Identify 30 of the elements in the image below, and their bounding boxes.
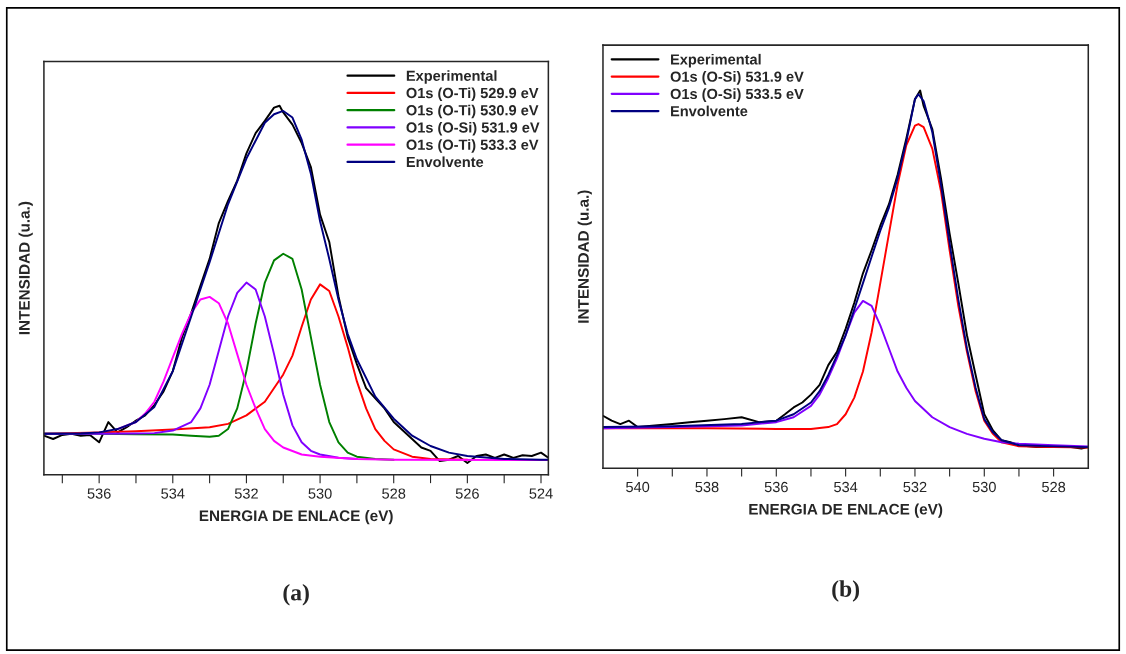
x-tick-label: 540 — [626, 481, 650, 493]
legend-label: O1s (O-Ti) 533.3 eV — [406, 139, 539, 153]
legend-label: O1s (O-Ti) 529.9 eV — [406, 87, 539, 102]
x-tick-label: 530 — [308, 488, 332, 499]
x-tick-label: 530 — [972, 481, 996, 493]
y-axis-title: INTENSIDAD (u.a.) — [577, 190, 592, 323]
x-tick-label: 524 — [529, 488, 553, 499]
legend-label: O1s (O-Si) 533.5 eV — [670, 88, 804, 102]
legend-label: O1s (O-Si) 531.9 eV — [406, 121, 540, 136]
x-tick-label: 536 — [764, 481, 788, 493]
legend-label: Experimental — [671, 53, 761, 68]
x-tick-label: 534 — [161, 488, 185, 499]
x-tick-label: 532 — [234, 488, 258, 499]
text: (b) — [832, 580, 860, 602]
legend-label: O1s (O-Ti) 530.9 eV — [406, 104, 539, 119]
x-tick-label: 536 — [87, 488, 111, 499]
legend-label: Experimental — [406, 70, 497, 84]
x-axis-title: ENERGIA DE ENLACE (eV) — [749, 503, 943, 518]
legend-label: Envolvente — [406, 156, 484, 168]
y-axis-title: INTENSIDAD (u.a.) — [18, 201, 33, 335]
x-tick-label: 528 — [1042, 481, 1066, 493]
legend-label: Envolvente — [671, 105, 748, 117]
x-tick-label: 538 — [695, 481, 719, 493]
x-axis-title: ENERGIA DE ENLACE (eV) — [199, 509, 393, 525]
x-tick-label: 526 — [455, 488, 479, 499]
x-tick-label: 534 — [834, 481, 858, 493]
x-tick-label: 532 — [903, 481, 927, 493]
text: (a) — [283, 583, 309, 606]
x-tick-label: 528 — [382, 488, 406, 499]
legend-label: O1s (O-Si) 531.9 eV — [670, 71, 804, 85]
